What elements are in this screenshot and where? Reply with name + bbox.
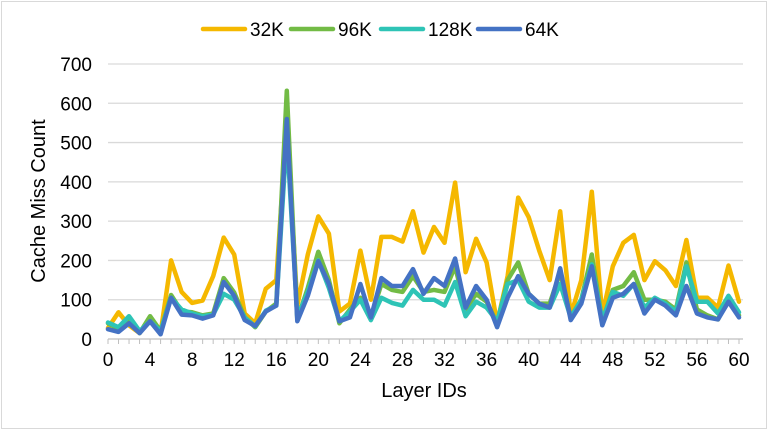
y-axis-ticks: 0 100 200 300 400 500 600 700: [60, 55, 92, 351]
series-line-64K: [105, 116, 742, 337]
x-axis-label: Layer IDs: [381, 380, 467, 402]
legend-label-96K: 96K: [338, 20, 372, 41]
y-tick-label: 400: [60, 173, 92, 194]
x-tick-label: 36: [476, 350, 497, 371]
x-tick-label: 44: [560, 350, 582, 371]
y-tick-label: 600: [60, 94, 92, 115]
x-tick-label: 0: [103, 350, 114, 371]
x-tick-label: 12: [224, 350, 245, 371]
x-tick-label: 28: [392, 350, 413, 371]
y-tick-label: 500: [60, 134, 92, 155]
series-lines: [105, 88, 742, 337]
x-tick-label: 56: [686, 350, 707, 371]
x-tick-label: 24: [350, 350, 372, 371]
x-tick-label: 8: [187, 350, 198, 371]
y-tick-label: 0: [81, 330, 92, 351]
x-tick-label: 20: [308, 350, 329, 371]
x-tick-label: 16: [266, 350, 287, 371]
legend-label-32K: 32K: [250, 20, 284, 41]
legend: 32K 96K 128K 64K: [200, 20, 559, 41]
x-tick-label: 48: [602, 350, 623, 371]
legend-label-128K: 128K: [428, 20, 473, 41]
y-tick-label: 200: [60, 251, 92, 272]
y-tick-label: 100: [60, 291, 92, 312]
x-axis-ticks: 0 4 8 12 16 20 24 28 32 36 40 44 48 52 56 60: [103, 339, 750, 371]
x-tick-label: 60: [728, 350, 749, 371]
x-tick-label: 4: [145, 350, 156, 371]
y-tick-label: 300: [60, 212, 92, 233]
y-tick-label: 700: [60, 55, 92, 76]
x-tick-label: 40: [518, 350, 539, 371]
x-tick-label: 52: [644, 350, 665, 371]
legend-label-64K: 64K: [525, 20, 559, 41]
series-line-32K: [105, 118, 742, 336]
y-axis-label: Cache Miss Count: [28, 119, 50, 283]
x-tick-label: 32: [434, 350, 455, 371]
